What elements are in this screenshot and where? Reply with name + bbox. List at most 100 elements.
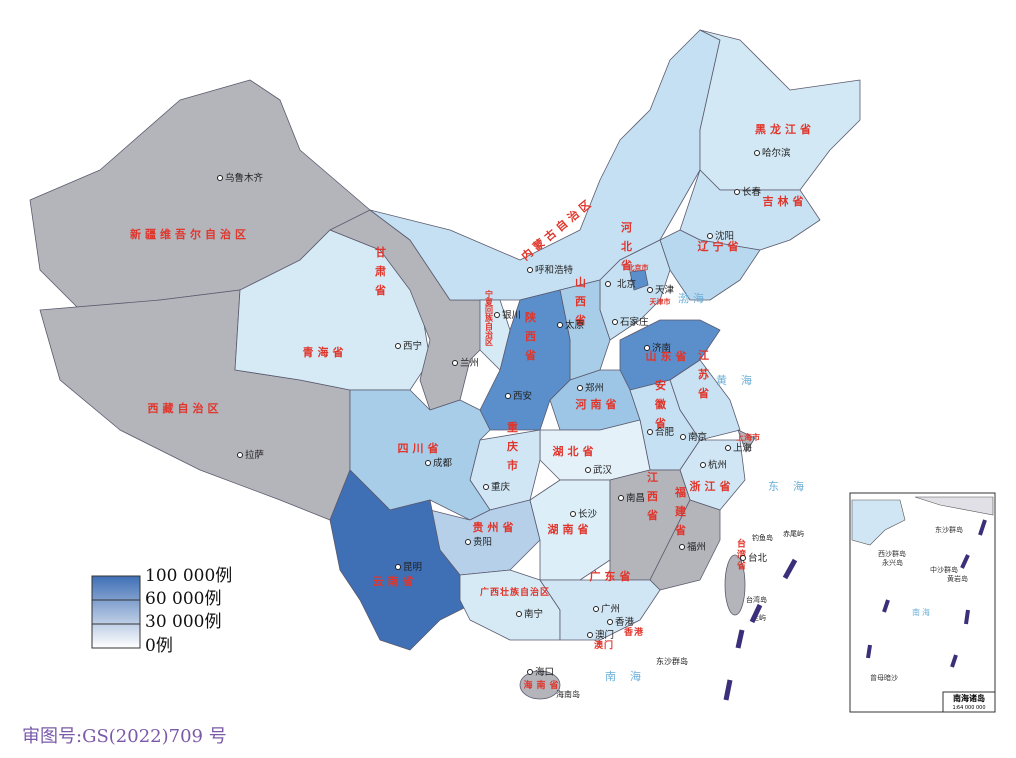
inset: 南海诸岛 1∶64 000 000 东沙群岛 西沙群岛 永兴岛 中沙群岛 黄岩岛… (849, 492, 996, 713)
city-label: 长春 (742, 186, 762, 198)
city-dot (707, 233, 713, 239)
province-shape (659, 229, 761, 301)
city-label: 西安 (513, 390, 532, 402)
city-label: 成都 (433, 457, 453, 469)
city-label: 福州 (687, 541, 706, 553)
province-label: 福建省 (674, 485, 688, 543)
city-label: 沈阳 (715, 230, 734, 242)
province-label: 贵州省 (473, 520, 518, 534)
city-dot (605, 281, 611, 287)
dash-line (866, 519, 987, 668)
inset-label: 黄岩岛 (947, 574, 968, 583)
province-label: 香港 (623, 626, 644, 638)
city-dot (577, 385, 583, 391)
city-label: 重庆 (491, 481, 511, 493)
sea-label: 东海 (768, 479, 818, 493)
inset-label: 西沙群岛 (878, 549, 906, 558)
other-labels: 钓鱼岛 赤尾屿 台湾岛 兰屿 东沙群岛 海南岛 渤海 黄海 东海 南海 (556, 291, 818, 699)
province-label: 广东省 (590, 569, 635, 583)
province-label: 江苏省 (697, 348, 711, 406)
city-dot (527, 669, 533, 675)
province-shape (519, 670, 561, 700)
province-shape (649, 499, 721, 591)
city-dot (612, 319, 618, 325)
island-label: 东沙群岛 (656, 656, 688, 666)
province-label: 澳门 (594, 639, 614, 651)
footer: 审图号:GS(2022)709 号 (22, 726, 227, 747)
province-label: 湖南省 (548, 522, 593, 536)
legend-label: 60 000例 (145, 589, 221, 609)
city-dot (505, 393, 511, 399)
city-label: 南宁 (524, 608, 543, 620)
city-label: 南京 (688, 431, 707, 443)
province-label: 广西壮族自治区 (480, 586, 550, 598)
province-shape (539, 579, 661, 641)
city-label: 南昌 (626, 492, 645, 504)
city-label: 兰州 (460, 357, 479, 369)
city-label: 武汉 (593, 464, 613, 476)
province-shapes (29, 29, 861, 700)
province-label: 北京市 (628, 263, 649, 272)
city-dot (647, 429, 653, 435)
city-label: 太原 (565, 319, 584, 331)
city-label: 西宁 (403, 340, 422, 352)
city-dot (607, 619, 613, 625)
province-label: 安徽省 (654, 378, 668, 436)
province-label: 湖北省 (553, 444, 598, 458)
inset-label: 南海 (912, 607, 932, 617)
city-label: 昆明 (403, 562, 422, 573)
inset-land (914, 496, 994, 516)
city-label: 哈尔滨 (762, 147, 791, 159)
city-dot (740, 555, 746, 561)
province-shape (737, 429, 756, 453)
city-label: 香港 (615, 616, 635, 628)
sea-label: 渤海 (678, 291, 708, 305)
city-label: 上海 (733, 442, 753, 454)
city-label: 拉萨 (245, 449, 265, 461)
province-label: 江西省 (646, 470, 660, 528)
province-label: 云南省 (373, 574, 418, 588)
city-dot (725, 445, 731, 451)
city-dot (647, 287, 653, 293)
city-label: 合肥 (655, 426, 675, 438)
inset-label: 中沙群岛 (930, 565, 958, 574)
province-label: 河北省 (620, 220, 634, 278)
province-label: 新疆维吾尔自治区 (130, 227, 250, 241)
province-label: 山西省 (574, 275, 588, 333)
city-dot (593, 606, 599, 612)
city-dot (618, 495, 624, 501)
city-label: 北京 (617, 278, 636, 290)
city-label: 济南 (652, 342, 671, 354)
city-label: 银川 (502, 309, 521, 321)
inset-land (851, 499, 906, 546)
province-label: 重庆市 (506, 420, 520, 478)
city-dot (395, 564, 401, 570)
inset-label: 曾母暗沙 (870, 673, 898, 682)
city-dot (483, 484, 489, 490)
sea-label: 黄海 (716, 373, 766, 387)
city-label: 杭州 (708, 459, 727, 471)
city-dot (395, 343, 401, 349)
city-dot (585, 467, 591, 473)
city-dot (425, 460, 431, 466)
province-label: 辽宁省 (698, 239, 743, 253)
city-dot (527, 267, 533, 273)
province-label: 山东省 (646, 349, 691, 363)
dash-line (723, 558, 798, 701)
city-dot (734, 189, 740, 195)
legend-bar (91, 575, 141, 649)
province-shape (479, 299, 511, 371)
province-label: 上海市 (736, 432, 760, 442)
city-label: 海口 (535, 666, 554, 678)
province-label: 河南省 (576, 397, 621, 411)
inset-label: 东沙群岛 (935, 525, 963, 534)
city-dot (217, 175, 223, 181)
legend-label: 30 000例 (145, 612, 221, 632)
city-label: 石家庄 (620, 316, 649, 328)
inset-scale: 1∶64 000 000 (952, 705, 985, 711)
province-label: 青海省 (303, 345, 348, 359)
city-dot (587, 632, 593, 638)
province-shape (629, 269, 649, 291)
city-dot (644, 345, 650, 351)
